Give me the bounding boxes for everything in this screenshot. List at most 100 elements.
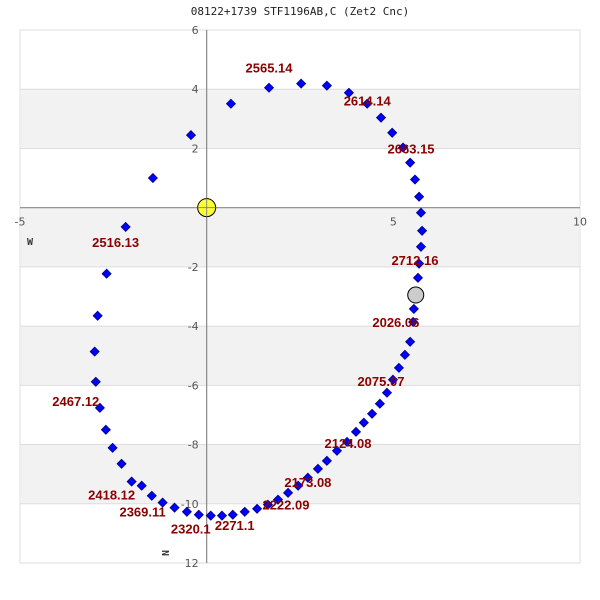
orbit-point <box>90 376 101 387</box>
orbit-point <box>89 346 100 357</box>
orbit-point <box>94 402 105 413</box>
orbit-point <box>415 207 427 218</box>
band <box>21 89 579 149</box>
orbit-point <box>263 82 275 93</box>
orbit-point <box>341 436 353 447</box>
epoch-label: 2320.1 <box>171 522 211 537</box>
orbit-point <box>169 502 180 513</box>
west-label: W <box>27 237 34 248</box>
orbit-point <box>312 463 323 474</box>
orbit-point <box>126 476 137 487</box>
current-position-marker <box>407 286 425 304</box>
orbit-point <box>136 480 147 491</box>
orbit-point <box>408 303 419 315</box>
epoch-label: 2026.06 <box>372 315 419 330</box>
orbit-point <box>405 157 416 168</box>
orbit-point <box>393 362 404 373</box>
y-tick-label: -2 <box>188 261 199 274</box>
y-tick-label: 4 <box>192 83 199 96</box>
orbit-point <box>414 191 425 202</box>
orbit-point <box>387 127 398 138</box>
orbit-point <box>399 349 410 360</box>
orbit-point <box>296 78 307 89</box>
orbit-point <box>101 268 112 279</box>
orbit-point <box>397 142 409 153</box>
orbit-point <box>100 424 111 435</box>
epoch-label: 2222.09 <box>262 498 309 513</box>
orbit-point <box>409 174 421 185</box>
orbit-point <box>302 472 313 483</box>
orbit-point <box>366 408 378 419</box>
band <box>21 326 579 386</box>
tick-labels: -5 5 10 6 4 2 -2 -4 -6 -8 -10 12 <box>15 24 587 570</box>
orbit-point <box>343 87 354 98</box>
orbit-point <box>116 458 127 469</box>
orbit-point <box>239 506 250 517</box>
epoch-label: 2075.07 <box>357 374 404 389</box>
y-tick-label: 12 <box>185 557 199 570</box>
orbit-point <box>321 80 332 91</box>
direction-labels: WN <box>27 237 170 556</box>
orbit-point <box>216 510 228 521</box>
orbit-point <box>107 442 118 453</box>
orbit-point <box>225 98 236 109</box>
orbit-point <box>293 480 304 491</box>
band <box>21 444 579 504</box>
epoch-labels: 2565.14 2614.14 2663.15 2712.16 2026.06 2075.… <box>52 61 438 537</box>
band <box>21 207 579 267</box>
orbit-point <box>358 417 369 428</box>
x-tick-label: -5 <box>15 216 26 229</box>
epoch-label: 2663.15 <box>388 142 435 157</box>
north-label: N <box>159 550 170 556</box>
y-tick-label: 6 <box>192 24 199 37</box>
orbit-point <box>181 506 192 517</box>
orbit-point <box>282 487 294 498</box>
y-tick-label: -6 <box>188 379 199 392</box>
orbit-point <box>262 499 273 510</box>
epoch-label: 2565.14 <box>246 61 294 76</box>
orbit-point <box>375 112 387 123</box>
orbit-point <box>147 172 158 184</box>
orbit-point <box>362 98 373 109</box>
orbit-point <box>408 316 419 328</box>
orbit-point <box>412 272 424 283</box>
epoch-label: 2516.13 <box>92 235 139 250</box>
orbit-point <box>374 398 385 409</box>
orbit-point <box>415 241 427 252</box>
orbit-point <box>417 225 428 236</box>
orbit-point <box>185 130 197 141</box>
orbit-points <box>89 78 428 521</box>
epoch-label: 2271.1 <box>215 518 255 533</box>
x-tick-label: 10 <box>573 216 587 229</box>
orbit-point <box>414 258 425 269</box>
y-tick-label: -8 <box>188 439 199 452</box>
orbit-point <box>387 374 399 385</box>
epoch-label: 2173.08 <box>284 475 331 490</box>
chart-title: 08122+1739 STF1196AB,C (Zet2 Cnc) <box>190 5 410 18</box>
orbit-point <box>321 455 332 466</box>
special-markers <box>197 198 425 304</box>
epoch-label: 2369.11 <box>119 505 165 520</box>
orbit-point <box>350 426 362 437</box>
orbit-point <box>157 497 168 508</box>
orbit-point <box>331 445 343 456</box>
y-tick-label: 2 <box>192 142 199 155</box>
orbit-point <box>120 221 131 232</box>
axes <box>20 30 580 563</box>
y-tick-label: -10 <box>181 498 199 511</box>
orbit-point <box>227 509 238 520</box>
epoch-label: 2418.12 <box>88 488 135 503</box>
epoch-label: 2614.14 <box>344 94 392 109</box>
y-tick-label: -4 <box>188 320 199 333</box>
orbit-point <box>405 336 416 347</box>
orbit-point <box>92 310 103 321</box>
orbit-point <box>205 510 216 521</box>
orbit-point <box>146 490 157 501</box>
orbit-point <box>193 509 204 520</box>
epoch-label: 2712.16 <box>391 253 438 268</box>
epoch-label: 2124.08 <box>325 436 372 451</box>
orbit-point <box>272 494 284 505</box>
background-bands <box>19 29 581 564</box>
epoch-label: 2467.12 <box>52 394 99 409</box>
